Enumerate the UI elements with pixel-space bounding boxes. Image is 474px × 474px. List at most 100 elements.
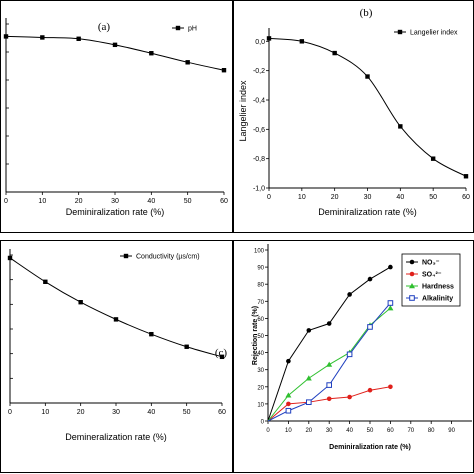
series-a-0-point-1 <box>40 35 45 40</box>
y-axis-title-b: Langelier index <box>238 80 248 142</box>
series-d-3-point-6 <box>387 300 394 306</box>
series-d-0-point-3 <box>326 321 332 326</box>
legend-entry-d-2: Hardness <box>422 284 454 291</box>
x-tick-label-c: 60 <box>218 409 226 416</box>
panel-label-b: (b) <box>360 7 373 19</box>
legend-marker-c-point-0 <box>123 253 129 259</box>
series-d-0-point-4 <box>347 292 352 297</box>
x-tick-label-d: 20 <box>305 428 312 434</box>
series-a-0-point-0 <box>3 34 9 39</box>
legend-marker-d-point-3 <box>409 295 415 301</box>
x-tick-label-d: 80 <box>428 428 435 434</box>
series-d-0-point-2 <box>306 328 312 333</box>
series-b-0-point-3 <box>365 74 370 79</box>
legend-marker-a-point-0 <box>175 25 181 31</box>
x-tick-label-d: 50 <box>367 428 374 434</box>
y-tick-label-d: 50 <box>257 334 264 340</box>
series-d-0-point-6 <box>388 264 393 270</box>
series-c-0-point-4 <box>149 331 154 337</box>
legend-entry-d-1: SO₄²⁻ <box>422 272 442 279</box>
x-axis-title-b: Deminiralization rate (%) <box>318 207 417 217</box>
series-c-0-point-0 <box>7 255 13 261</box>
panel-label-a: (a) <box>98 21 111 33</box>
x-tick-label-c: 0 <box>8 409 12 416</box>
y-tick-label-b: -0,4 <box>253 98 265 105</box>
series-d-2-point-1 <box>285 392 292 398</box>
y-tick-label-d: 90 <box>257 266 264 272</box>
legend-marker-b-point-0 <box>397 29 403 35</box>
x-tick-label-b: 10 <box>298 194 306 201</box>
x-tick-label-a: 50 <box>184 198 192 205</box>
series-d-1-point-4 <box>347 394 352 400</box>
series-d-1-point-3 <box>326 396 332 402</box>
series-d-1-point-1 <box>286 401 291 407</box>
y-tick-label-b: -0,2 <box>253 68 265 75</box>
series-d-3-point-2 <box>306 399 312 405</box>
x-tick-label-d: 60 <box>387 428 394 434</box>
series-b-0-point-1 <box>299 39 305 44</box>
x-tick-label-d: 0 <box>266 428 270 434</box>
series-a-0-point-6 <box>221 68 227 73</box>
chart-panel-b: 0 10 20 30 40 50 60 0,0 -0,2 -0,4 -0,6 -0,8 -1,0 Demi… <box>238 7 470 217</box>
y-tick-label-d: 60 <box>257 317 264 323</box>
legend-entry-a-0: pH <box>188 26 197 33</box>
x-tick-label-a: 10 <box>38 198 46 205</box>
x-tick-label-b: 20 <box>331 194 339 201</box>
series-d-0-point-1 <box>286 358 291 364</box>
x-tick-label-c: 50 <box>183 409 191 416</box>
x-tick-label-b: 0 <box>267 194 271 201</box>
chart-panel-d: 0 10 20 30 40 50 60 70 80 90 0 10 20 30 40 50 60 70 80 90 10… <box>252 244 472 451</box>
x-tick-label-c: 20 <box>77 409 85 416</box>
chart-panel-a: 0 10 20 30 40 50 60 Deminiralization rate (%) (a… <box>3 18 228 217</box>
series-c-0-point-5 <box>184 344 189 349</box>
x-tick-label-b: 60 <box>462 194 470 201</box>
series-a-0-point-5 <box>185 60 190 65</box>
series-a-0-point-3 <box>112 42 118 48</box>
series-line-a-0 <box>5 35 225 71</box>
series-d-2-point-2 <box>305 375 312 381</box>
x-tick-label-a: 20 <box>75 198 83 205</box>
series-c-0-point-1 <box>43 279 48 284</box>
series-d-3-point-4 <box>346 351 353 358</box>
y-tick-label-d: 20 <box>257 385 264 391</box>
x-tick-label-d: 30 <box>326 428 333 434</box>
x-tick-label-d: 10 <box>285 428 292 434</box>
series-d-0-point-5 <box>367 276 373 282</box>
legend-entry-c-0: Conductivity (µs/cm) <box>136 254 200 261</box>
y-tick-label-d: 40 <box>257 351 264 357</box>
x-tick-label-d: 70 <box>407 428 414 434</box>
x-tick-label-b: 30 <box>364 194 372 201</box>
x-tick-label-a: 30 <box>111 198 119 205</box>
y-tick-label-d: 0 <box>261 420 265 426</box>
series-d-2-point-6 <box>387 305 394 311</box>
series-d-3-point-1 <box>285 407 292 414</box>
x-axis-title-c: Demineralization rate (%) <box>65 432 167 442</box>
series-d-2-point-3 <box>326 361 333 367</box>
series-c-0-point-3 <box>113 317 119 322</box>
x-tick-label-b: 50 <box>429 194 437 201</box>
x-axis-title-a: Deminiralization rate (%) <box>66 207 165 217</box>
panel-frame-a <box>0 0 233 233</box>
series-b-0-point-6 <box>463 174 469 179</box>
y-tick-label-b: 0,0 <box>255 39 265 46</box>
y-tick-label-b: -0,6 <box>253 127 265 134</box>
x-tick-label-c: 10 <box>41 409 49 416</box>
series-d-3-point-3 <box>326 382 332 388</box>
series-b-0-point-2 <box>332 50 337 56</box>
x-tick-label-d: 40 <box>346 428 353 434</box>
legend-marker-d-point-1 <box>409 271 415 277</box>
x-tick-label-a: 60 <box>220 198 228 205</box>
y-tick-label-b: -1,0 <box>253 186 265 193</box>
series-d-3-point-5 <box>367 324 373 330</box>
series-c-0-point-6 <box>219 354 225 360</box>
panel-frame-c <box>0 240 233 473</box>
y-tick-label-d: 70 <box>257 300 264 306</box>
series-a-0-point-4 <box>149 51 154 56</box>
x-tick-label-b: 40 <box>396 194 404 201</box>
x-tick-label-c: 30 <box>112 409 120 416</box>
legend-entry-b-0: Langelier index <box>410 30 458 37</box>
y-tick-label-d: 100 <box>254 249 265 255</box>
x-tick-label-a: 40 <box>147 198 155 205</box>
